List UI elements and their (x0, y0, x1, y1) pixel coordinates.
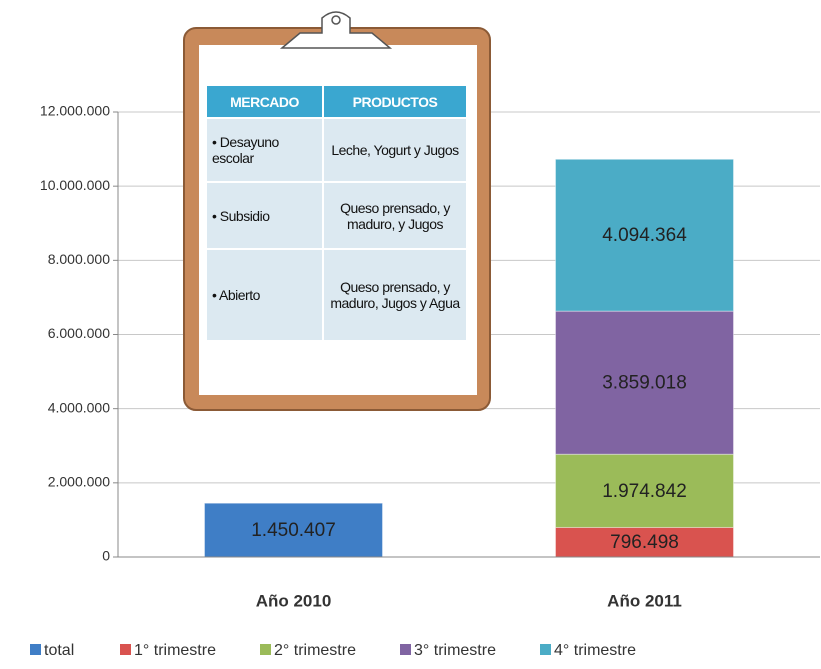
legend-label: total (44, 642, 74, 659)
clipboard-clip (279, 11, 393, 49)
legend-label: 4° trimestre (554, 642, 636, 659)
y-tick-label: 6.000.000 (48, 325, 110, 341)
table-header: MERCADO PRODUCTOS (205, 84, 468, 119)
y-tick-label: 4.000.000 (48, 399, 110, 415)
value-label: 796.498 (610, 532, 679, 553)
bars: 1.450.407 796.498 1.974.842 3.859.018 4.094.… (204, 158, 734, 558)
y-tick-label: 0 (102, 548, 110, 564)
cell: • Subsidio (205, 181, 324, 250)
table-row: • Desayuno escolar Leche, Yogurt y Jugos (205, 117, 468, 183)
y-tick-label: 10.000.000 (40, 177, 110, 193)
y-tick-label: 12.000.000 (40, 103, 110, 119)
legend-swatch (400, 644, 411, 655)
value-label: 4.094.364 (602, 225, 687, 246)
legend-swatch (30, 644, 41, 655)
legend-swatch (540, 644, 551, 655)
header-cell: MERCADO (205, 84, 324, 119)
value-label: 1.974.842 (602, 481, 687, 502)
cell: Leche, Yogurt y Jugos (322, 117, 468, 183)
legend-label: 3° trimestre (414, 642, 496, 659)
value-label: 3.859.018 (602, 373, 687, 394)
header-cell: PRODUCTOS (322, 84, 468, 119)
value-label: 1.450.407 (251, 520, 336, 541)
bar-segment (204, 502, 383, 558)
legend-swatch (260, 644, 271, 655)
y-tick-label: 8.000.000 (48, 251, 110, 267)
bar-segment (555, 310, 734, 455)
cell: • Abierto (205, 248, 324, 342)
bar-segment (555, 526, 734, 558)
cell: • Desayuno escolar (205, 117, 324, 183)
x-tick-label: Año 2011 (607, 591, 682, 610)
cell: Queso prensado, y maduro, y Jugos (322, 181, 468, 250)
x-tick-label: Año 2010 (256, 591, 332, 610)
table-row: • Abierto Queso prensado, y maduro, Jugos… (205, 248, 468, 342)
bar-segment (555, 158, 734, 312)
table-row: • Subsidio Queso prensado, y maduro, y Ju… (205, 181, 468, 250)
legend-swatch (120, 644, 131, 655)
bar-segment (555, 453, 734, 528)
y-tick-label: 2.000.000 (48, 474, 110, 490)
legend-label: 2° trimestre (274, 642, 356, 659)
legend-label: 1° trimestre (134, 642, 216, 659)
clip-hole (331, 15, 341, 25)
market-table: MERCADO PRODUCTOS • Desayuno escolar Leche… (205, 84, 468, 342)
cell: Queso prensado, y maduro, Jugos y Agua (322, 248, 468, 342)
